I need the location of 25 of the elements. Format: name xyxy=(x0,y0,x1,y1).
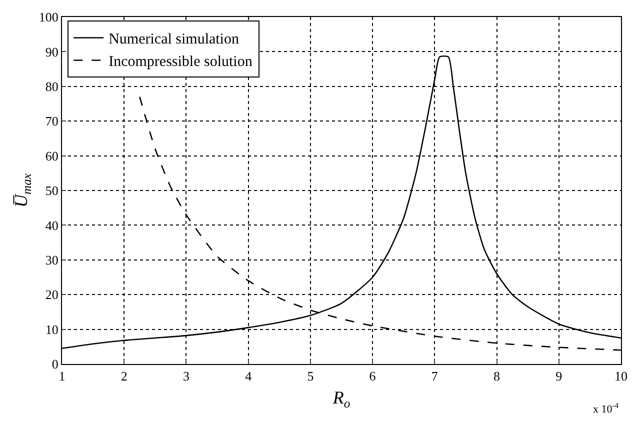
y-tick-label: 20 xyxy=(45,287,58,302)
y-tick-label: 90 xyxy=(45,44,58,60)
x-tick-label: 8 xyxy=(494,368,500,384)
y-tick-label: 50 xyxy=(45,183,58,198)
x-axis-title: R$_{o}$ xyxy=(332,388,350,410)
legend-label: Incompressible solution xyxy=(108,54,253,70)
x-tick-label: 2 xyxy=(120,368,128,384)
x-tick-label: 1 xyxy=(58,368,66,384)
y-tick-label: 70 xyxy=(45,114,58,129)
y-tick-label: 0 xyxy=(52,356,58,372)
y-tick-label: 60 xyxy=(45,148,58,164)
x-tick-label: 10 xyxy=(614,368,628,384)
x-tick-label: 4 xyxy=(245,368,252,384)
x-tick-label: 7 xyxy=(431,368,438,384)
x-tick-label: 5 xyxy=(307,368,314,384)
y-tick-label: 100 xyxy=(38,10,58,25)
legend-label: Numerical simulation xyxy=(108,32,240,48)
y-tick-label: 30 xyxy=(45,252,58,268)
text: x 10$^{-4}$ xyxy=(593,401,619,416)
x-tick-label: 9 xyxy=(556,368,562,384)
x-tick-label: 3 xyxy=(182,368,190,384)
y-tick-label: 10 xyxy=(45,322,58,337)
y-tick-label: 40 xyxy=(45,218,58,233)
x-tick-label: 6 xyxy=(369,368,376,384)
y-tick-label: 80 xyxy=(45,78,58,94)
